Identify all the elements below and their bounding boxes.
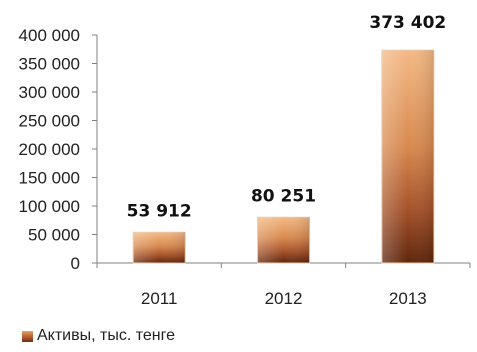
data-labels: 53 912 80 251 373 402	[127, 13, 447, 221]
bar-shading	[133, 232, 186, 263]
legend-swatch	[22, 330, 33, 342]
y-tick-label: 400 000	[19, 26, 80, 45]
y-axis-ticks: 0 50 000 100 000 150 000 200 000 250 000 300 0…	[19, 26, 97, 273]
y-tick-label: 350 000	[19, 55, 80, 74]
x-category-label: 2012	[265, 289, 303, 308]
data-label: 53 912	[127, 201, 192, 221]
bars	[132, 49, 435, 264]
y-tick-label: 0	[71, 254, 80, 273]
y-tick-label: 100 000	[19, 197, 80, 216]
data-label: 80 251	[251, 186, 316, 206]
x-axis-categories: 2011 2012 2013	[141, 289, 427, 308]
y-tick-label: 250 000	[19, 112, 80, 131]
y-tick-label: 200 000	[19, 140, 80, 159]
legend-label: Активы, тыс. тенге	[37, 327, 175, 344]
y-tick-label: 300 000	[19, 83, 80, 102]
data-label: 373 402	[369, 13, 446, 33]
legend: Активы, тыс. тенге	[22, 327, 175, 345]
x-category-label: 2011	[141, 289, 178, 308]
bar-shading	[257, 217, 310, 263]
x-category-label: 2013	[389, 289, 427, 308]
bar-shading	[381, 50, 434, 263]
y-tick-label: 150 000	[19, 169, 80, 188]
y-tick-label: 50 000	[28, 226, 80, 245]
